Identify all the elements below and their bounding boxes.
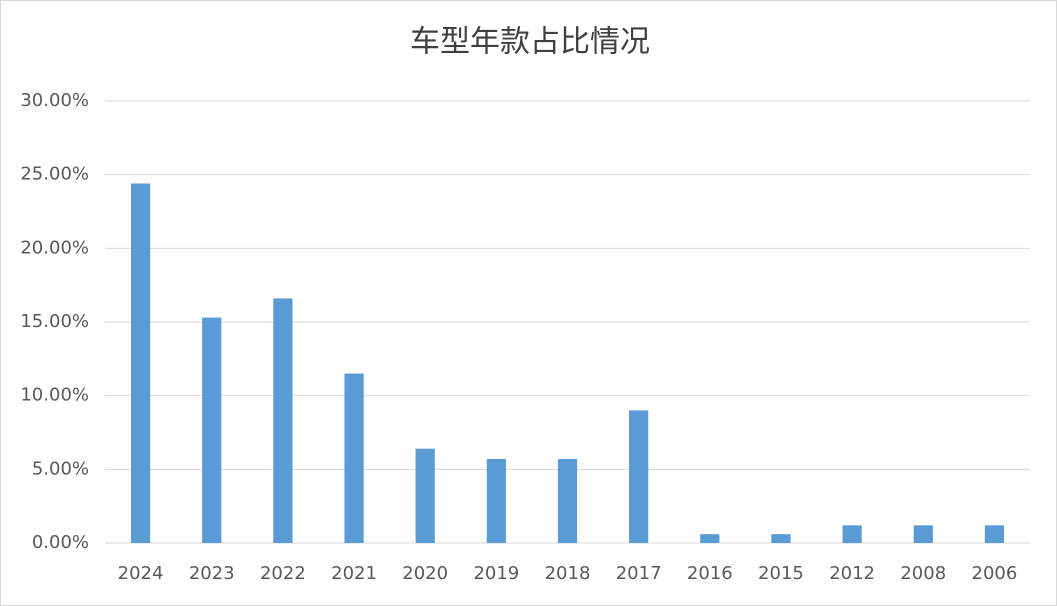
- y-tick-label: 10.00%: [20, 385, 89, 406]
- bar: [130, 183, 151, 544]
- x-tick-label: 2024: [118, 563, 164, 584]
- x-tick-label: 2006: [972, 563, 1018, 584]
- bar: [984, 525, 1005, 543]
- y-tick-label: 25.00%: [20, 164, 89, 185]
- bar: [415, 448, 435, 543]
- x-tick-label: 2020: [402, 563, 448, 584]
- x-tick-label: 2012: [829, 563, 875, 584]
- bar: [842, 525, 862, 543]
- y-tick-label: 20.00%: [20, 237, 89, 258]
- bar: [273, 298, 293, 543]
- x-tick-label: 2017: [616, 563, 662, 584]
- y-tick-label: 0.00%: [32, 532, 89, 553]
- x-tick-label: 2019: [473, 563, 519, 584]
- x-tick-label: 2008: [900, 563, 946, 584]
- bar: [700, 534, 720, 543]
- y-tick-label: 30.00%: [20, 90, 89, 111]
- bar: [629, 410, 649, 543]
- bar: [486, 459, 506, 543]
- bar: [771, 534, 791, 543]
- bar: [913, 525, 933, 543]
- bar: [557, 459, 578, 543]
- x-tick-label: 2022: [260, 563, 306, 584]
- y-tick-label: 15.00%: [20, 311, 89, 332]
- x-tick-label: 2021: [331, 563, 377, 584]
- x-tick-label: 2016: [687, 563, 733, 584]
- bar: [344, 373, 364, 543]
- chart-title: 车型年款占比情况: [410, 25, 650, 60]
- y-tick-label: 5.00%: [32, 458, 89, 479]
- x-tick-label: 2023: [189, 563, 235, 584]
- bar: [202, 317, 222, 543]
- x-tick-label: 2018: [545, 563, 591, 584]
- x-tick-label: 2015: [758, 563, 804, 584]
